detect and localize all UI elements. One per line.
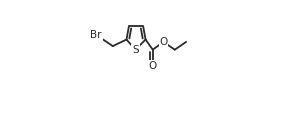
Text: O: O <box>149 61 157 71</box>
Text: Br: Br <box>90 30 102 40</box>
Text: S: S <box>132 45 139 55</box>
Text: O: O <box>159 37 168 47</box>
